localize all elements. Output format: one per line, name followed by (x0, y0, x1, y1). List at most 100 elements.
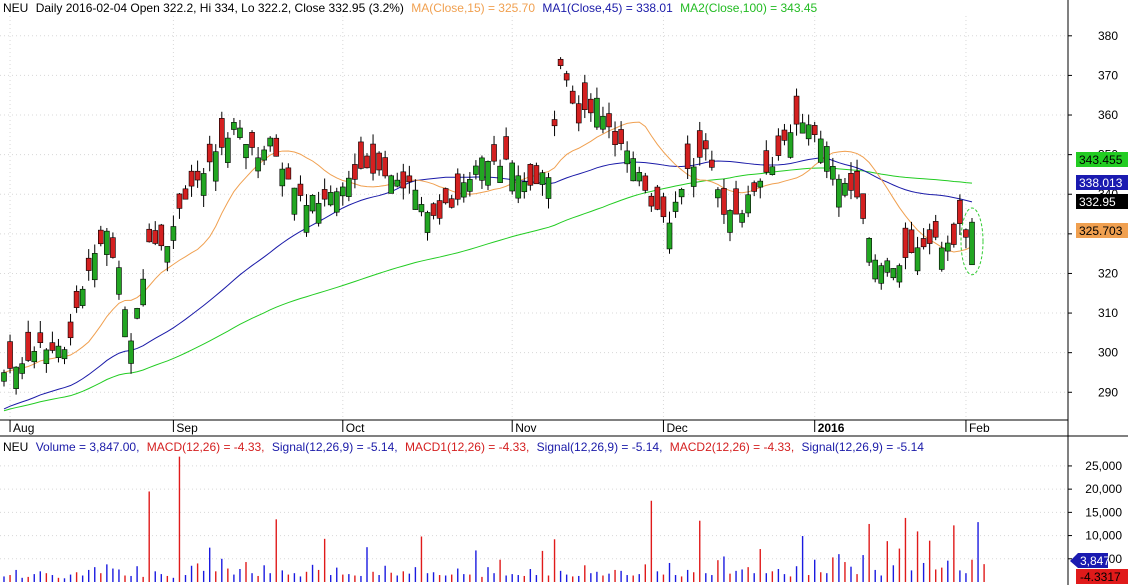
candle (327, 185, 334, 207)
candle-body (527, 164, 534, 186)
candle-body (932, 221, 939, 238)
ma15-polyline (3, 121, 973, 374)
candle (358, 136, 364, 170)
candle-body (666, 222, 673, 250)
volume-tick-label: 25,000 (1085, 459, 1122, 473)
candle-body (509, 162, 516, 192)
candle-body (382, 157, 388, 177)
candle-body (231, 122, 237, 130)
candle-body (963, 229, 969, 238)
candle-body (545, 177, 552, 199)
candle-body (709, 159, 715, 168)
candle-body (140, 278, 146, 306)
candle (376, 151, 382, 176)
candle-body (104, 230, 110, 255)
candle-body (624, 150, 630, 165)
candle-body (194, 170, 201, 181)
candle-body (781, 129, 788, 141)
candle (164, 246, 171, 272)
candle-body (291, 187, 298, 215)
candle-body (13, 366, 19, 389)
volume-tick-label: 15,000 (1085, 505, 1122, 519)
candle-body (98, 229, 104, 245)
candle (527, 163, 534, 191)
candle (551, 110, 558, 137)
header-symbol: NEU (3, 1, 28, 15)
candle (382, 150, 388, 179)
candle-body (249, 132, 255, 148)
candle (957, 194, 963, 235)
candle-body (279, 168, 286, 187)
candle (255, 147, 261, 179)
volume-badges: 3,847 -4.3317 (1070, 553, 1128, 584)
candle-body (267, 137, 274, 147)
candle (902, 222, 909, 270)
volume-badge: 3,847 (1070, 553, 1110, 568)
month-tick-label: Nov (515, 421, 536, 435)
candle (963, 228, 969, 249)
candle-body (176, 193, 183, 209)
candle (61, 346, 68, 365)
candle (333, 187, 340, 217)
candle (545, 172, 552, 209)
candle (479, 155, 485, 189)
candle-body (25, 331, 32, 361)
candle (170, 215, 177, 249)
candle-body (479, 157, 485, 181)
candle (206, 135, 213, 172)
candle (715, 187, 721, 208)
price-tick-label: 380 (1098, 29, 1118, 43)
volume-badge-label: 3,847 (1080, 554, 1110, 568)
candle (430, 202, 437, 220)
candle-body (122, 309, 128, 338)
candle (158, 223, 165, 251)
candle-body (690, 166, 697, 187)
candle (7, 334, 13, 374)
candle-body (430, 203, 437, 216)
candle (346, 170, 352, 202)
candle (721, 178, 727, 224)
candle-body (533, 165, 540, 185)
price-badge-label: 325.703 (1079, 224, 1123, 238)
candle (951, 222, 957, 248)
candle-body (110, 237, 116, 258)
candle-body (370, 143, 376, 174)
candle (811, 121, 818, 143)
candle (666, 211, 673, 254)
candle (775, 128, 782, 161)
volume-header-macd1: MACD1(12,26) = -4.33, (405, 440, 529, 454)
candle (79, 286, 86, 309)
candle-body (775, 135, 782, 156)
candle (799, 113, 806, 134)
candle-body (436, 200, 443, 219)
price-badge-box (1076, 152, 1128, 167)
candle (557, 57, 564, 70)
candle-body (346, 177, 352, 197)
candle-body (116, 267, 122, 295)
candle (394, 172, 401, 188)
month-tick-label: Sep (176, 421, 198, 435)
candle-body (327, 192, 334, 206)
candle-body (358, 141, 364, 169)
candle-body (339, 186, 346, 197)
candle (594, 87, 600, 130)
candle (104, 227, 110, 266)
candle-body (678, 189, 685, 198)
candle-body (170, 226, 177, 241)
candle (793, 88, 800, 136)
candle-body (206, 143, 213, 163)
candle-body (751, 182, 758, 192)
candle (467, 172, 473, 197)
candle-body (648, 195, 655, 207)
candle (412, 179, 419, 210)
candle-body (866, 237, 872, 263)
candle (152, 221, 159, 246)
candle-body (920, 238, 927, 248)
candle (920, 228, 927, 250)
candle-body (364, 155, 370, 169)
volume-tick-label: 20,000 (1085, 482, 1122, 496)
candle (938, 241, 945, 272)
candle-body (848, 173, 854, 191)
candle-body (61, 349, 68, 360)
